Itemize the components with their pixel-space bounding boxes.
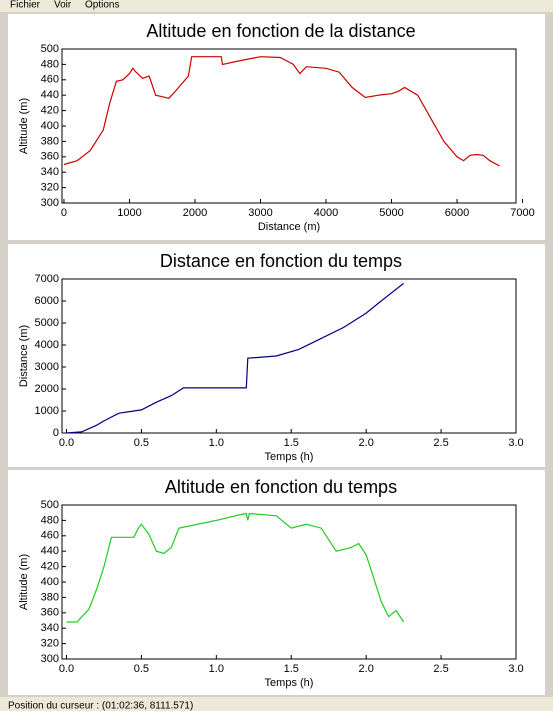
y-tick-label: 5000	[35, 317, 59, 329]
y-tick-label: 340	[41, 622, 59, 634]
y-tick-label: 460	[41, 74, 59, 86]
x-tick-label: 3000	[248, 207, 272, 219]
menu-item[interactable]: Options	[85, 0, 119, 11]
x-tick-label: 0.5	[134, 663, 149, 675]
y-tick-label: 460	[41, 530, 59, 542]
y-tick-label: 400	[41, 576, 59, 588]
y-tick-label: 440	[41, 545, 59, 557]
y-axis-label: Distance (m)	[18, 325, 30, 387]
y-tick-label: 480	[41, 58, 59, 70]
y-tick-label: 480	[41, 514, 59, 526]
y-tick-label: 2000	[35, 383, 59, 395]
x-tick-label: 2.0	[359, 437, 374, 449]
y-tick-label: 380	[41, 591, 59, 603]
y-tick-label: 420	[41, 105, 59, 117]
y-tick-label: 1000	[35, 405, 59, 417]
plot-frame	[61, 278, 517, 434]
data-line	[66, 282, 404, 434]
y-tick-label: 380	[41, 135, 59, 147]
y-tick-label: 440	[41, 89, 59, 101]
x-tick-label: 0.0	[59, 663, 74, 675]
x-tick-label: 2000	[183, 207, 207, 219]
y-axis-label: Altitude (m)	[18, 554, 30, 610]
y-tick-label: 400	[41, 120, 59, 132]
menu-item[interactable]: Voir	[54, 0, 72, 11]
chart-title: Altitude en fonction de la distance	[146, 21, 415, 41]
x-tick-label: 4000	[314, 207, 338, 219]
y-tick-label: 500	[41, 43, 59, 55]
x-tick-label: 0.5	[134, 437, 149, 449]
x-tick-label: 2.0	[359, 663, 374, 675]
x-tick-label: 1.0	[209, 663, 224, 675]
y-tick-label: 340	[41, 166, 59, 178]
x-tick-label: 3.0	[508, 437, 523, 449]
data-line	[66, 512, 405, 623]
x-tick-label: 1.0	[209, 437, 224, 449]
y-tick-label: 320	[41, 638, 59, 650]
chart-title: Distance en fonction du temps	[160, 251, 402, 271]
panel	[8, 470, 545, 695]
x-tick-label: 2.5	[433, 663, 448, 675]
status-bar	[0, 697, 553, 711]
x-tick-label: 2.5	[433, 437, 448, 449]
y-tick-label: 0	[53, 427, 59, 439]
y-tick-label: 7000	[35, 273, 59, 285]
status-text: Position du curseur : (01:02:36, 8111.57…	[8, 701, 193, 711]
y-tick-label: 6000	[35, 295, 59, 307]
y-tick-label: 300	[41, 197, 59, 209]
x-tick-label: 1.5	[284, 663, 299, 675]
chart-title: Altitude en fonction du temps	[165, 477, 397, 497]
y-tick-label: 360	[41, 151, 59, 163]
x-tick-label: 0.0	[59, 437, 74, 449]
x-tick-label: 1.5	[284, 437, 299, 449]
menu-item[interactable]: Fichier	[10, 0, 41, 11]
x-tick-label: 5000	[379, 207, 403, 219]
menu-bar	[0, 0, 553, 12]
x-tick-label: 0	[61, 207, 67, 219]
y-tick-label: 500	[41, 499, 59, 511]
y-tick-label: 300	[41, 653, 59, 665]
y-tick-label: 320	[41, 182, 59, 194]
x-axis-label: Distance (m)	[258, 221, 320, 233]
y-axis-label: Altitude (m)	[18, 98, 30, 154]
x-tick-label: 6000	[445, 207, 469, 219]
x-tick-label: 7000	[510, 207, 534, 219]
x-tick-label: 3.0	[508, 663, 523, 675]
panel	[8, 14, 545, 240]
x-tick-label: 1000	[117, 207, 141, 219]
y-tick-label: 4000	[35, 339, 59, 351]
data-line	[63, 56, 500, 167]
y-tick-label: 420	[41, 561, 59, 573]
y-tick-label: 360	[41, 607, 59, 619]
x-axis-label: Temps (h)	[265, 451, 314, 463]
x-axis-label: Temps (h)	[265, 677, 314, 689]
y-tick-label: 3000	[35, 361, 59, 373]
